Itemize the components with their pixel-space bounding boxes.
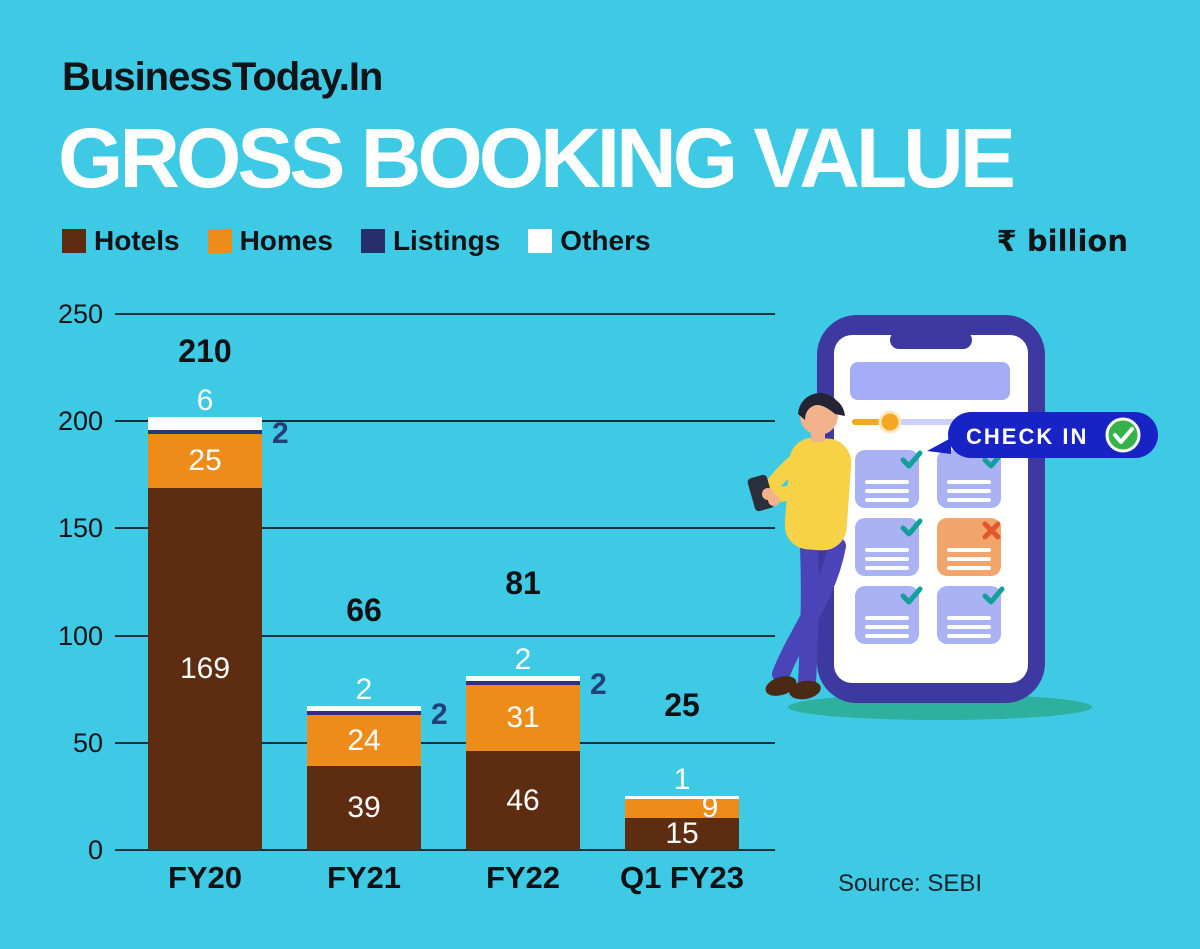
screen-header	[850, 362, 1010, 400]
bar-segment-homes	[625, 798, 739, 818]
total-label: 210	[178, 332, 232, 369]
booking-card	[855, 450, 923, 508]
segment-value-label: 9	[701, 791, 719, 825]
tick-label: 250	[57, 299, 103, 329]
legend-item-others: Others	[528, 225, 651, 257]
listings-value-label: 2	[590, 667, 607, 701]
gridline	[115, 420, 775, 423]
legend-swatch	[360, 229, 385, 253]
bar-segment-hotels	[307, 766, 421, 850]
bar-segment-others	[466, 676, 580, 681]
segment-value-label: 24	[347, 723, 381, 757]
legend-label: Hotels	[94, 225, 180, 256]
legend-item-homes: Homes	[207, 225, 333, 257]
booking-card	[937, 450, 1005, 508]
tick-label: 150	[57, 513, 103, 544]
legend-swatch	[528, 229, 553, 253]
segment-value-label: 169	[179, 651, 231, 685]
bar-segment-homes	[307, 714, 421, 767]
hair	[798, 393, 845, 420]
bar-segment-hotels	[148, 487, 262, 850]
gridline	[115, 527, 775, 530]
check-in-label: CHECK IN	[966, 424, 1088, 449]
unit-label: ₹ billion	[996, 224, 1128, 258]
legend-label: Others	[560, 225, 651, 256]
others-value-label: 6	[196, 383, 214, 417]
check-icon	[1113, 427, 1134, 444]
check-icon	[900, 518, 923, 537]
others-value-label: 2	[514, 643, 532, 677]
bar-segment-homes	[148, 434, 262, 488]
category-label: FY22	[485, 860, 561, 895]
phone	[817, 315, 1045, 703]
segment-value-label: 15	[665, 816, 699, 850]
total-label: 66	[346, 592, 382, 629]
booking-illustration: CHECK IN	[747, 315, 1158, 720]
brand-logo: BusinessToday.In	[62, 55, 383, 99]
gridline	[115, 849, 775, 851]
legend-label: Listings	[392, 225, 501, 256]
page-title: GROSS BOOKING VALUE	[58, 111, 1016, 205]
others-value-label: 1	[673, 763, 691, 797]
booking-card-declined	[937, 518, 1001, 576]
gridline	[115, 313, 775, 315]
slider-knob	[878, 410, 902, 434]
gridline	[115, 741, 775, 744]
check-icon	[900, 586, 923, 605]
hand	[768, 494, 780, 506]
booking-card	[855, 586, 923, 644]
others-value-label: 2	[355, 673, 373, 707]
bar-segment-hotels	[625, 817, 739, 850]
total-label: 25	[664, 687, 700, 724]
bar-segment-others	[148, 416, 262, 430]
legend: Hotels Homes Listings Others	[62, 225, 651, 257]
check-icon	[982, 586, 1005, 605]
legend-item-hotels: Hotels	[62, 225, 180, 257]
legend-label: Homes	[239, 225, 333, 256]
segment-value-label: 39	[347, 791, 381, 825]
bar-segment-others	[307, 706, 421, 711]
tick-label: 0	[87, 835, 103, 865]
gridline	[115, 634, 775, 637]
legend-row: Hotels Homes Listings Others ₹ billion	[62, 224, 1128, 258]
handheld-phone	[747, 474, 775, 512]
listings-value-label: 2	[272, 416, 289, 450]
segment-value-label: 46	[506, 783, 540, 817]
bar-segment-listings	[466, 680, 580, 685]
source-note: Source: SEBI	[838, 870, 983, 897]
check-circle-icon	[1105, 417, 1141, 453]
legend-swatch	[62, 229, 86, 253]
bar-segment-others	[625, 796, 739, 799]
tick-label: 100	[57, 620, 103, 651]
legend-swatch	[207, 229, 232, 253]
shoe	[765, 676, 797, 696]
check-in-badge: CHECK IN	[927, 412, 1158, 458]
bar-segment-hotels	[466, 751, 580, 850]
category-label: Q1 FY23	[619, 860, 745, 895]
segment-value-label: 31	[506, 701, 540, 735]
booking-card	[855, 518, 923, 576]
cross-icon	[982, 521, 1001, 540]
listings-value-label: 2	[431, 697, 448, 731]
category-label: FY20	[167, 860, 243, 895]
tick-label: 200	[57, 406, 103, 437]
category-label: FY21	[326, 860, 402, 895]
legend-item-listings: Listings	[360, 225, 501, 257]
shoe	[789, 680, 821, 700]
booking-card	[937, 586, 1005, 644]
bar-segment-homes	[466, 684, 580, 752]
phone-notch	[890, 331, 972, 349]
tick-label: 50	[72, 727, 103, 758]
person	[747, 393, 852, 700]
bar-segment-listings	[148, 429, 262, 435]
total-label: 81	[505, 565, 541, 602]
bar-segment-listings	[307, 710, 421, 715]
check-icon	[900, 450, 923, 469]
segment-value-label: 25	[188, 443, 222, 477]
